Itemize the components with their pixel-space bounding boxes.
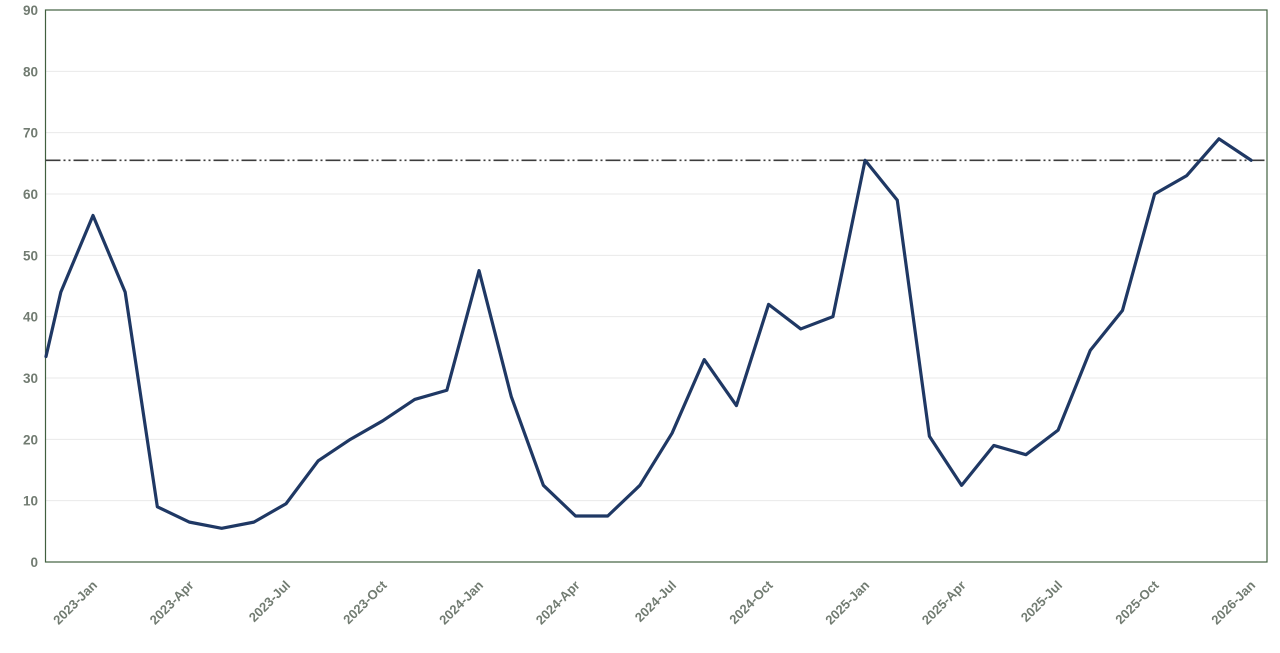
x-tick-label: 2025-Apr <box>919 578 969 628</box>
y-tick-label: 40 <box>23 310 38 325</box>
plot-border <box>44 9 1268 563</box>
x-tick-label: 2025-Jan <box>822 577 872 627</box>
y-tick-label: 70 <box>23 126 38 141</box>
x-tick-label: 2023-Jul <box>246 578 293 625</box>
y-tick-label: 90 <box>23 3 38 18</box>
x-tick-label: 2023-Oct <box>340 577 390 627</box>
y-tick-label: 10 <box>23 494 38 509</box>
x-tick-label: 2024-Jul <box>632 578 679 625</box>
x-tick-label: 2023-Apr <box>147 578 197 628</box>
data-series-line <box>44 137 1253 530</box>
y-tick-label: 30 <box>23 371 38 386</box>
y-tick-label: 20 <box>23 432 38 447</box>
y-tick-label: 60 <box>23 187 38 202</box>
y-tick-label: 0 <box>30 555 38 570</box>
x-tick-label: 2025-Oct <box>1112 577 1162 627</box>
x-tick-label: 2026-Jan <box>1208 577 1258 627</box>
gridlines <box>45 9 1267 502</box>
x-tick-label: 2023-Jan <box>50 577 100 627</box>
y-tick-label: 80 <box>23 64 38 79</box>
x-tick-label: 2024-Oct <box>726 577 776 627</box>
x-tick-label: 2025-Jul <box>1018 578 1065 625</box>
x-tick-label: 2024-Apr <box>533 578 583 628</box>
y-axis-labels: 0 10 20 30 40 50 60 70 80 90 <box>23 3 38 570</box>
x-axis-labels: 2023-Jan 2023-Apr 2023-Jul 2023-Oct 2024-Jan… <box>50 577 1258 627</box>
x-tick-label: 2024-Jan <box>436 577 486 627</box>
y-tick-label: 50 <box>23 248 38 263</box>
